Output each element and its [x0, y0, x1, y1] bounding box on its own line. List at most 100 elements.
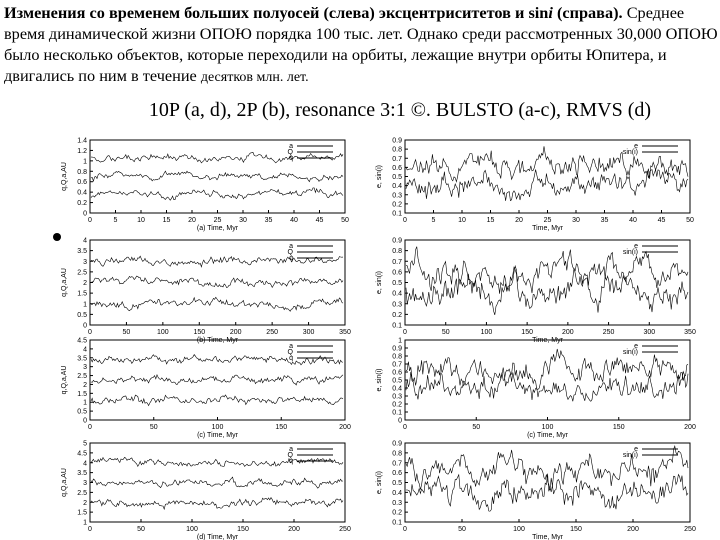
x-tick-label: 150: [237, 526, 249, 533]
x-tick-label: 0: [403, 329, 407, 336]
legend-label: Q: [288, 149, 294, 156]
y-tick-label: 0.5: [392, 480, 402, 487]
y-tick-label: 0.7: [392, 362, 402, 369]
x-tick-label: 350: [684, 329, 696, 336]
x-tick-label: 150: [570, 526, 582, 533]
y-tick-label: 0.3: [392, 192, 402, 199]
y-tick-label: 2.5: [77, 373, 87, 380]
x-tick-label: 20: [188, 217, 196, 224]
x-tick-label: 10: [137, 217, 145, 224]
y-tick-label: 2: [83, 382, 87, 389]
curve: [405, 445, 689, 491]
y-tick-label: 0.4: [392, 183, 402, 190]
x-tick-label: 50: [137, 526, 145, 533]
x-tick-label: 35: [601, 217, 609, 224]
x-tick-label: 200: [339, 424, 351, 431]
x-tick-label: 50: [472, 424, 480, 431]
curve: [90, 275, 344, 289]
legend-label: sin(i): [623, 249, 638, 256]
x-tick-label: 0: [403, 217, 407, 224]
y-tick-label: 0.3: [392, 394, 402, 401]
y-tick-label: 3.5: [77, 355, 87, 362]
x-tick-label: 200: [684, 424, 696, 431]
x-axis-label: Time, Myr: [532, 225, 564, 232]
x-tick-label: 0: [403, 526, 407, 533]
y-tick-label: 1.5: [77, 510, 87, 517]
x-tick-label: 350: [339, 329, 351, 336]
heading: Изменения со временем больших полуосей (…: [4, 3, 623, 22]
plot-frame: [404, 239, 691, 326]
x-tick-label: 150: [521, 329, 533, 336]
curve: [90, 152, 344, 164]
y-tick-label: 0.7: [392, 156, 402, 163]
x-tick-label: 0: [403, 424, 407, 431]
y-tick-label: 1: [83, 301, 87, 308]
x-tick-label: 100: [542, 424, 554, 431]
x-tick-label: 50: [686, 217, 694, 224]
y-tick-label: 3.5: [77, 248, 87, 255]
x-tick-label: 20: [515, 217, 523, 224]
y-tick-label: 3: [83, 364, 87, 371]
curve: [90, 456, 344, 468]
y-axis-label: q,Q,a,AU: [61, 468, 68, 497]
x-tick-label: 200: [562, 329, 574, 336]
y-tick-label: 0.4: [77, 190, 87, 197]
y-tick-label: 1.4: [77, 138, 87, 145]
x-tick-label: 250: [603, 329, 615, 336]
x-axis-label: Time, Myr: [532, 534, 564, 540]
curve: [405, 168, 689, 202]
legend-label: a: [289, 143, 293, 150]
y-tick-label: 4.5: [77, 450, 87, 457]
legend-label: q: [289, 255, 293, 262]
x-tick-label: 40: [290, 217, 298, 224]
x-tick-label: 100: [481, 329, 493, 336]
y-tick-label: 0.8: [392, 354, 402, 361]
y-tick-label: 3: [83, 480, 87, 487]
curve: [405, 348, 689, 390]
y-tick-label: 0.8: [392, 450, 402, 457]
legend-label: Q: [288, 349, 294, 356]
y-tick-label: 0.5: [392, 174, 402, 181]
heading-italic: i: [548, 3, 553, 22]
x-axis-label: (c) Time, Myr: [527, 432, 568, 439]
legend-label: e: [634, 243, 638, 250]
x-axis-label: (d) Time, Myr: [197, 534, 239, 540]
y-tick-label: 2: [83, 280, 87, 287]
y-tick-label: 0.2: [77, 200, 87, 207]
x-tick-label: 0: [88, 526, 92, 533]
y-tick-label: 0.6: [392, 470, 402, 477]
x-tick-label: 150: [193, 329, 205, 336]
y-tick-label: 4.5: [77, 338, 87, 345]
x-tick-label: 45: [316, 217, 324, 224]
y-tick-label: 0.3: [392, 301, 402, 308]
y-tick-label: 0.3: [392, 500, 402, 507]
y-tick-label: 0.4: [392, 386, 402, 393]
heading-text: (справа).: [552, 3, 623, 22]
x-tick-label: 150: [613, 424, 625, 431]
x-tick-label: 50: [123, 329, 131, 336]
y-tick-label: 0.1: [392, 520, 402, 527]
y-tick-label: 1: [398, 338, 402, 345]
curve: [90, 476, 344, 489]
y-axis-label: q,Q,a,AU: [61, 366, 68, 395]
curve: [90, 296, 344, 312]
y-tick-label: 3: [83, 259, 87, 266]
y-tick-label: 0.2: [392, 402, 402, 409]
y-tick-label: 5: [83, 441, 87, 448]
x-tick-label: 200: [288, 526, 300, 533]
plot-frame: [404, 139, 691, 214]
legend-label: a: [289, 446, 293, 453]
y-tick-label: 0: [83, 323, 87, 330]
x-tick-label: 15: [487, 217, 495, 224]
x-tick-label: 100: [157, 329, 169, 336]
x-tick-label: 0: [88, 217, 92, 224]
x-tick-label: 50: [442, 329, 450, 336]
y-tick-label: 0.9: [392, 441, 402, 448]
y-tick-label: 2: [83, 500, 87, 507]
x-tick-label: 30: [572, 217, 580, 224]
y-axis-label: e, sin(i): [376, 369, 383, 392]
y-tick-label: 0.8: [392, 147, 402, 154]
y-tick-label: 3.5: [77, 470, 87, 477]
